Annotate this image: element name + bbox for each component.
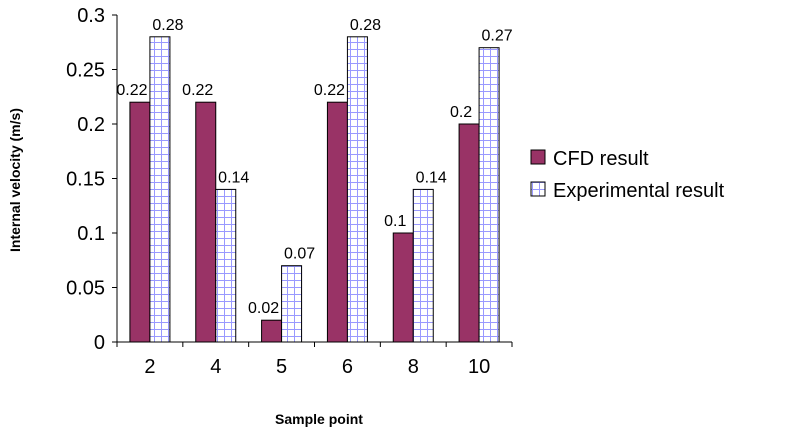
- data-label-cfd-10: 0.2: [450, 104, 472, 121]
- data-label-cfd-6: 0.22: [314, 82, 345, 99]
- data-label-experimental-6: 0.28: [350, 17, 381, 34]
- x-tick-label: 4: [210, 356, 221, 378]
- y-axis-title: Internal velocity (m/s): [7, 108, 23, 252]
- plot-area: 0.220.280.220.140.020.070.220.280.10.140…: [66, 5, 513, 378]
- data-label-cfd-2: 0.22: [116, 82, 147, 99]
- data-label-experimental-10: 0.27: [482, 28, 513, 45]
- x-tick-label: 6: [342, 356, 353, 378]
- data-label-experimental-4: 0.14: [218, 169, 249, 186]
- x-tick-label: 10: [468, 356, 490, 378]
- x-axis-title: Sample point: [275, 411, 363, 427]
- bar-cfd-4: [195, 101, 217, 343]
- data-label-experimental-8: 0.14: [416, 169, 447, 186]
- bar-cfd-8: [392, 232, 414, 343]
- bar-experimental-5: [281, 265, 303, 343]
- y-tick-label: 0.2: [77, 114, 105, 136]
- x-tick-label: 8: [408, 356, 419, 378]
- legend-swatch-experimental: [530, 181, 546, 197]
- data-label-cfd-4: 0.22: [182, 82, 213, 99]
- bar-cfd-5: [261, 319, 283, 343]
- y-tick-label: 0.15: [66, 169, 105, 191]
- data-label-cfd-8: 0.1: [384, 213, 406, 230]
- y-tick-label: 0.3: [77, 5, 105, 27]
- x-tick-label: 5: [276, 356, 287, 378]
- legend: CFD result Experimental result: [530, 148, 725, 202]
- data-label-experimental-5: 0.07: [284, 246, 315, 263]
- bar-cfd-10: [458, 123, 480, 343]
- legend-label-experimental: Experimental result: [553, 180, 725, 202]
- bar-experimental-4: [215, 188, 237, 343]
- x-tick-label: 2: [144, 356, 155, 378]
- bar-experimental-10: [478, 47, 500, 343]
- y-tick-label: 0.1: [77, 223, 105, 245]
- y-tick-label: 0: [94, 332, 105, 354]
- data-label-experimental-2: 0.28: [152, 17, 183, 34]
- bar-cfd-6: [326, 101, 348, 343]
- data-label-cfd-5: 0.02: [248, 300, 279, 317]
- bar-cfd-2: [129, 101, 151, 343]
- bar-experimental-2: [149, 36, 171, 343]
- y-tick-label: 0.25: [66, 60, 105, 82]
- y-tick-label: 0.05: [66, 278, 105, 300]
- legend-swatch-cfd: [530, 149, 546, 165]
- bar-experimental-6: [346, 36, 368, 343]
- bar-experimental-8: [412, 188, 434, 343]
- legend-label-cfd: CFD result: [553, 148, 649, 170]
